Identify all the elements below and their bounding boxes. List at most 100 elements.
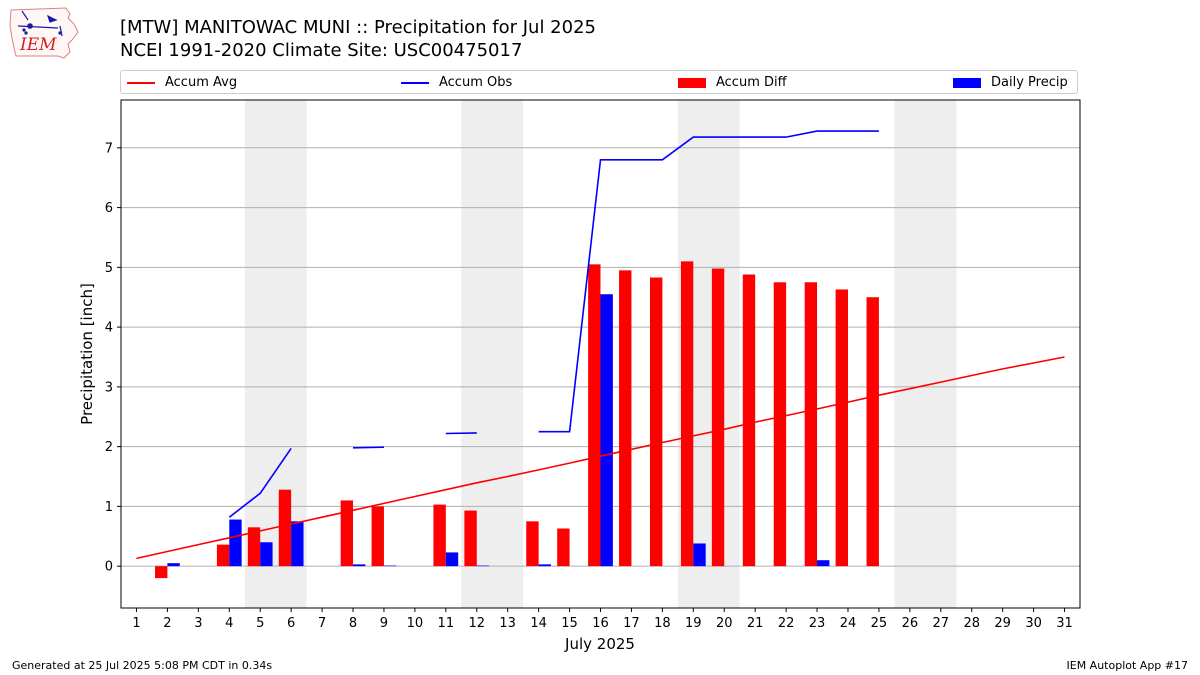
x-tick-label: 29 — [994, 616, 1011, 631]
accum-obs-line — [352, 446, 385, 449]
x-tick-label: 23 — [809, 616, 826, 631]
accum-diff-bar — [557, 528, 570, 567]
x-tick-label: 3 — [194, 616, 202, 631]
legend-label: Accum Diff — [716, 75, 787, 90]
y-tick-label: 4 — [105, 321, 113, 336]
y-tick-label: 6 — [105, 201, 113, 216]
accum-diff-bar — [619, 270, 632, 567]
accum-diff-bar — [340, 500, 354, 567]
daily-precip-bar — [260, 542, 273, 567]
accum-diff-bar — [526, 521, 539, 567]
daily-precip-bar — [383, 565, 397, 567]
x-tick-label: 16 — [592, 616, 609, 631]
x-tick-label: 11 — [438, 616, 455, 631]
accum-diff-bar — [155, 566, 168, 579]
y-tick-label: 3 — [105, 380, 113, 395]
x-tick-label: 24 — [840, 616, 857, 631]
accum-diff-bar — [804, 282, 818, 567]
accum-diff-bar — [835, 289, 848, 567]
iem-logo: IEM — [9, 7, 79, 59]
y-axis-label: Precipitation [inch] — [78, 283, 96, 425]
accum-obs-line — [538, 130, 879, 433]
weekend-shade — [894, 100, 957, 608]
daily-precip-bar — [693, 543, 706, 567]
accum-diff-bar — [680, 261, 694, 567]
daily-precip-bar — [445, 552, 459, 567]
accum-diff-bar — [371, 506, 384, 567]
y-tick-label: 2 — [105, 440, 113, 455]
daily-precip-bar — [476, 565, 490, 567]
legend-label: Daily Precip — [991, 75, 1068, 90]
y-tick-label: 5 — [105, 261, 113, 276]
x-tick-label: 2 — [163, 616, 171, 631]
accum-diff-bar — [649, 277, 663, 567]
accum-diff-bar — [866, 297, 879, 567]
daily-precip-bar — [538, 564, 552, 567]
weather-station-icon — [17, 10, 63, 37]
legend-label: Accum Avg — [165, 75, 238, 90]
x-tick-label: 28 — [963, 616, 980, 631]
accum-diff-bar — [773, 282, 787, 567]
y-tick-label: 7 — [105, 141, 113, 156]
x-tick-label: 12 — [468, 616, 485, 631]
accum-diff-bar — [711, 268, 725, 567]
logo-text: IEM — [19, 35, 57, 55]
daily-precip-bar — [291, 521, 304, 567]
x-tick-label: 18 — [654, 616, 671, 631]
x-tick-label: 20 — [716, 616, 733, 631]
x-tick-label: 6 — [287, 616, 295, 631]
x-tick-label: 9 — [380, 616, 388, 631]
accum-diff-bar — [464, 510, 477, 567]
accum-obs-line — [228, 447, 292, 518]
x-tick-label: 25 — [871, 616, 888, 631]
legend-item-accum-obs: Accum Obs — [401, 74, 512, 92]
legend-item-accum-diff: Accum Diff — [678, 74, 787, 92]
footer-generated: Generated at 25 Jul 2025 5:08 PM CDT in … — [12, 659, 273, 672]
accum-diff-bar — [433, 504, 446, 567]
x-tick-label: 30 — [1025, 616, 1042, 631]
x-tick-label: 1 — [132, 616, 140, 631]
x-tick-label: 4 — [225, 616, 233, 631]
y-tick-label: 0 — [105, 560, 113, 575]
x-tick-label: 8 — [349, 616, 357, 631]
chart-subtitle: NCEI 1991-2020 Climate Site: USC00475017 — [120, 40, 523, 61]
chart-title: [MTW] MANITOWAC MUNI :: Precipitation fo… — [120, 17, 596, 38]
x-tick-label: 7 — [318, 616, 326, 631]
x-tick-label: 17 — [623, 616, 640, 631]
accum-diff-bar — [247, 527, 261, 567]
accum-obs-line — [445, 432, 477, 435]
x-tick-label: 31 — [1056, 616, 1073, 631]
accum-diff-bar — [216, 544, 230, 567]
legend-swatch-accum-avg — [127, 81, 155, 84]
legend-item-daily-precip: Daily Precip — [953, 74, 1068, 92]
legend-swatch-accum-obs — [401, 81, 429, 84]
legend-item-accum-avg: Accum Avg — [127, 74, 237, 92]
x-tick-label: 14 — [530, 616, 547, 631]
legend: Accum Avg Accum Obs Accum Diff Daily Pre… — [120, 70, 1078, 94]
x-tick-label: 19 — [685, 616, 702, 631]
legend-label: Accum Obs — [439, 75, 513, 90]
x-axis-label: July 2025 — [564, 635, 635, 653]
x-tick-label: 22 — [778, 616, 795, 631]
legend-swatch-accum-diff — [678, 77, 706, 88]
footer-app: IEM Autoplot App #17 — [1066, 659, 1189, 672]
x-tick-label: 13 — [499, 616, 516, 631]
accum-diff-bar — [588, 264, 601, 567]
x-tick-label: 10 — [407, 616, 424, 631]
accum-diff-bar — [278, 489, 292, 567]
daily-precip-bar — [229, 519, 242, 567]
daily-precip-bar — [600, 294, 613, 567]
x-tick-label: 15 — [561, 616, 578, 631]
x-tick-label: 27 — [933, 616, 950, 631]
iowa-outline-icon — [9, 7, 79, 59]
y-tick-label: 1 — [105, 500, 113, 515]
daily-precip-bar — [167, 563, 180, 567]
daily-precip-bar — [817, 560, 830, 567]
accum-avg-line — [136, 356, 1065, 560]
x-tick-label: 26 — [902, 616, 919, 631]
accum-diff-bar — [742, 274, 756, 567]
daily-precip-bar — [353, 564, 366, 567]
x-tick-label: 21 — [747, 616, 764, 631]
legend-swatch-daily-precip — [953, 77, 981, 88]
